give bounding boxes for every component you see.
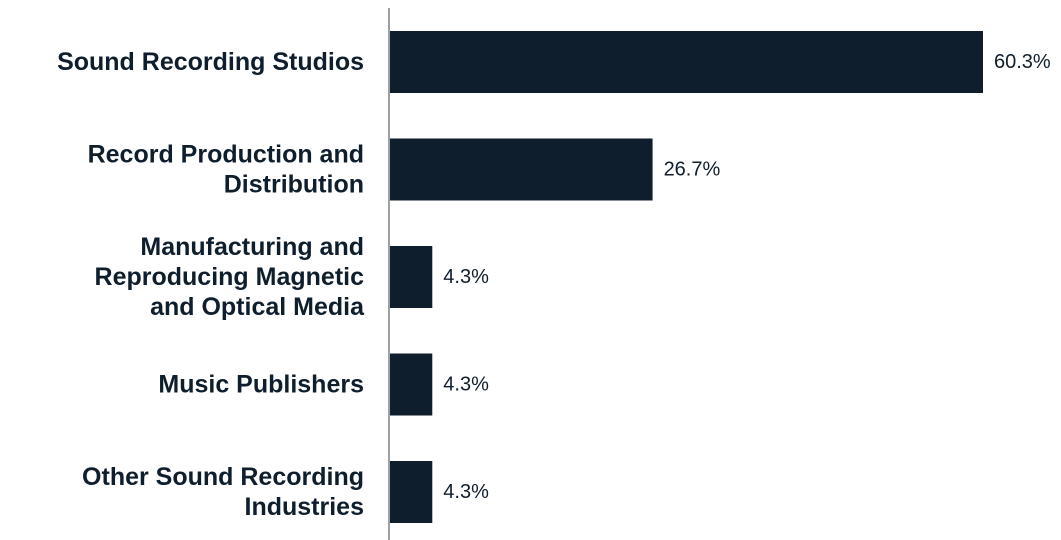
value-label-5: 4.3% (443, 481, 489, 503)
value-labels: 60.3% 26.7% 4.3% 4.3% 4.3% (443, 51, 1051, 503)
value-label-1: 60.3% (994, 51, 1051, 73)
category-label-line: Music Publishers (158, 371, 364, 399)
category-label-line: Record Production and (88, 141, 364, 169)
category-label-line: Distribution (224, 171, 364, 199)
category-label-4: Music Publishers (158, 371, 364, 399)
category-label-line: Other Sound Recording (82, 463, 364, 491)
bar-3 (390, 246, 433, 308)
bar-5 (390, 461, 433, 523)
bar-2 (390, 138, 653, 201)
category-label-line: and Optical Media (150, 293, 365, 321)
category-label-1: Sound Recording Studios (57, 48, 364, 76)
category-label-line: Manufacturing and (140, 233, 364, 261)
category-label-5: Other Sound Recording Industries (82, 463, 364, 521)
value-label-3: 4.3% (443, 266, 489, 288)
category-label-line: Sound Recording Studios (57, 48, 364, 76)
category-label-2: Record Production and Distribution (88, 141, 364, 199)
category-labels: Sound Recording Studios Record Production… (57, 48, 365, 521)
bars-layer (390, 31, 983, 523)
value-label-4: 4.3% (443, 374, 489, 396)
category-label-line: Reproducing Magnetic (95, 263, 365, 291)
bar-1 (390, 31, 983, 93)
bar-4 (390, 353, 433, 416)
category-label-line: Industries (245, 493, 364, 521)
category-label-3: Manufacturing and Reproducing Magnetic and… (95, 233, 366, 321)
value-label-2: 26.7% (664, 159, 721, 181)
